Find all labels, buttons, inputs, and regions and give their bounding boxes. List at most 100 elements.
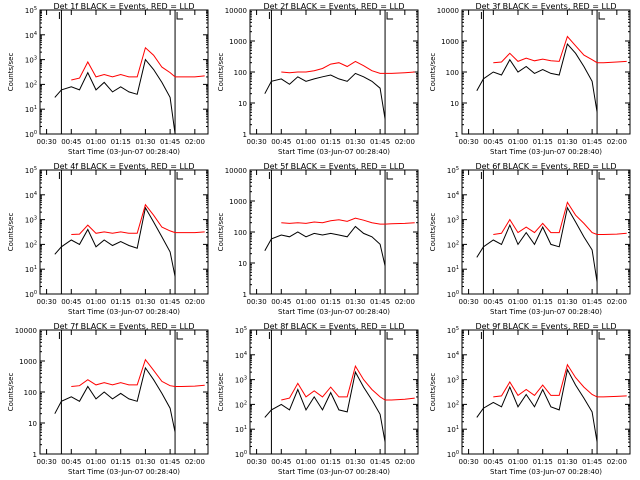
plot-frame	[249, 9, 419, 135]
y-axis-label: Counts/sec	[217, 53, 225, 92]
series-line-lld	[281, 217, 415, 225]
plot-frame	[461, 169, 631, 295]
y-tick-label: 104	[447, 191, 459, 200]
series-line-lld	[71, 203, 205, 235]
y-tick-label: 102	[25, 240, 37, 249]
x-tick-label: 00:30	[36, 298, 56, 306]
x-tick-label: 01:00	[508, 138, 528, 146]
series-line-events	[476, 42, 598, 113]
y-tick-label: 102	[447, 240, 459, 249]
x-tick-label: 01:00	[86, 138, 106, 146]
series-line-lld	[71, 46, 205, 81]
x-tick-label: 01:45	[370, 458, 390, 466]
chart-panel-3: Det 3f BLACK = Events, RED = LLD Counts/s…	[429, 2, 631, 156]
x-tick-label: 01:00	[86, 458, 106, 466]
chart-panel-8: Det 8f BLACK = Events, RED = LLD Counts/s…	[217, 322, 419, 476]
x-tick-label: 00:30	[458, 138, 478, 146]
series-line-lld	[493, 35, 627, 64]
x-tick-label: 00:30	[246, 138, 266, 146]
plot-frame	[461, 9, 631, 135]
x-tick-label: 01:15	[321, 458, 341, 466]
x-tick-label: 01:45	[160, 298, 180, 306]
x-tick-label: 01:45	[582, 298, 602, 306]
x-tick-label: 00:45	[271, 458, 291, 466]
x-tick-label: 01:30	[135, 298, 155, 306]
series-line-lld	[493, 363, 627, 398]
y-tick-label: 1000	[441, 38, 459, 46]
y-tick-label: 102	[447, 400, 459, 409]
x-tick-label: 00:30	[36, 458, 56, 466]
x-tick-label: 01:15	[111, 458, 131, 466]
y-tick-label: 105	[447, 166, 459, 175]
x-tick-label: 00:45	[483, 298, 503, 306]
chart-title: Det 5f BLACK = Events, RED = LLD	[263, 162, 404, 171]
series-line-lld	[281, 60, 415, 74]
x-tick-label: 01:30	[557, 298, 577, 306]
y-axis-label: Counts/sec	[217, 373, 225, 412]
y-tick-label: 105	[25, 166, 37, 175]
y-tick-label: 100	[234, 69, 247, 77]
interval-bracket-glyph	[598, 12, 606, 20]
x-tick-label: 01:15	[111, 138, 131, 146]
y-tick-label: 100	[24, 389, 37, 397]
x-tick-label: 02:00	[607, 298, 627, 306]
x-tick-label: 01:15	[321, 138, 341, 146]
y-tick-label: 103	[235, 376, 247, 385]
y-tick-label: 101	[447, 265, 459, 274]
x-tick-label: 01:45	[160, 458, 180, 466]
x-tick-label: 01:30	[345, 138, 365, 146]
y-tick-label: 100	[446, 69, 459, 77]
x-tick-label: 01:30	[345, 458, 365, 466]
y-tick-label: 101	[25, 105, 37, 114]
y-tick-label: 1	[455, 131, 459, 139]
plot-frame	[461, 329, 631, 455]
x-tick-label: 01:15	[321, 298, 341, 306]
chart-panel-2: Det 2f BLACK = Events, RED = LLD Counts/s…	[217, 2, 419, 156]
x-tick-label: 01:30	[135, 458, 155, 466]
x-tick-label: 02:00	[395, 138, 415, 146]
x-axis-label: Start Time (03-Jun-07 00:28:40)	[278, 468, 390, 476]
chart-panel-9: Det 9f BLACK = Events, RED = LLD Counts/s…	[429, 322, 631, 476]
x-tick-label: 02:00	[395, 458, 415, 466]
series-line-events	[54, 206, 176, 277]
y-tick-label: 105	[447, 326, 459, 335]
x-tick-label: 01:45	[370, 138, 390, 146]
x-tick-label: 00:45	[61, 138, 81, 146]
x-tick-label: 01:45	[582, 138, 602, 146]
chart-title: Det 8f BLACK = Events, RED = LLD	[263, 322, 404, 331]
chart-panel-1: Det 1f BLACK = Events, RED = LLD Counts/s…	[7, 2, 209, 156]
y-tick-label: 10	[238, 100, 247, 108]
x-axis-label: Start Time (03-Jun-07 00:28:40)	[490, 468, 602, 476]
y-tick-label: 10	[28, 420, 37, 428]
y-tick-label: 10	[450, 100, 459, 108]
x-tick-label: 00:45	[271, 138, 291, 146]
interval-bracket-glyph	[386, 332, 394, 340]
x-tick-label: 01:00	[86, 298, 106, 306]
interval-bracket-glyph	[176, 172, 184, 180]
x-tick-label: 00:45	[271, 298, 291, 306]
y-tick-label: 105	[235, 326, 247, 335]
plot-frame	[249, 169, 419, 295]
x-tick-label: 00:30	[36, 138, 56, 146]
x-tick-label: 01:30	[135, 138, 155, 146]
y-tick-label: 100	[447, 290, 459, 299]
x-tick-label: 01:15	[111, 298, 131, 306]
series-line-events	[54, 366, 176, 433]
x-tick-label: 01:00	[508, 458, 528, 466]
chart-title: Det 1f BLACK = Events, RED = LLD	[53, 2, 194, 11]
y-axis-label: Counts/sec	[429, 213, 437, 252]
x-axis-label: Start Time (03-Jun-07 00:28:40)	[68, 468, 180, 476]
chart-panel-4: Det 4f BLACK = Events, RED = LLD Counts/s…	[7, 162, 209, 316]
x-tick-label: 01:45	[370, 298, 390, 306]
y-tick-label: 101	[447, 425, 459, 434]
interval-bracket-glyph	[176, 332, 184, 340]
x-tick-label: 00:45	[483, 458, 503, 466]
y-tick-label: 105	[25, 6, 37, 15]
series-line-lld	[71, 358, 205, 387]
plot-frame	[39, 9, 209, 135]
x-tick-label: 02:00	[395, 298, 415, 306]
x-axis-label: Start Time (03-Jun-07 00:28:40)	[278, 148, 390, 156]
series-line-lld	[281, 364, 415, 401]
series-line-events	[54, 58, 176, 135]
interval-bracket-glyph	[598, 172, 606, 180]
